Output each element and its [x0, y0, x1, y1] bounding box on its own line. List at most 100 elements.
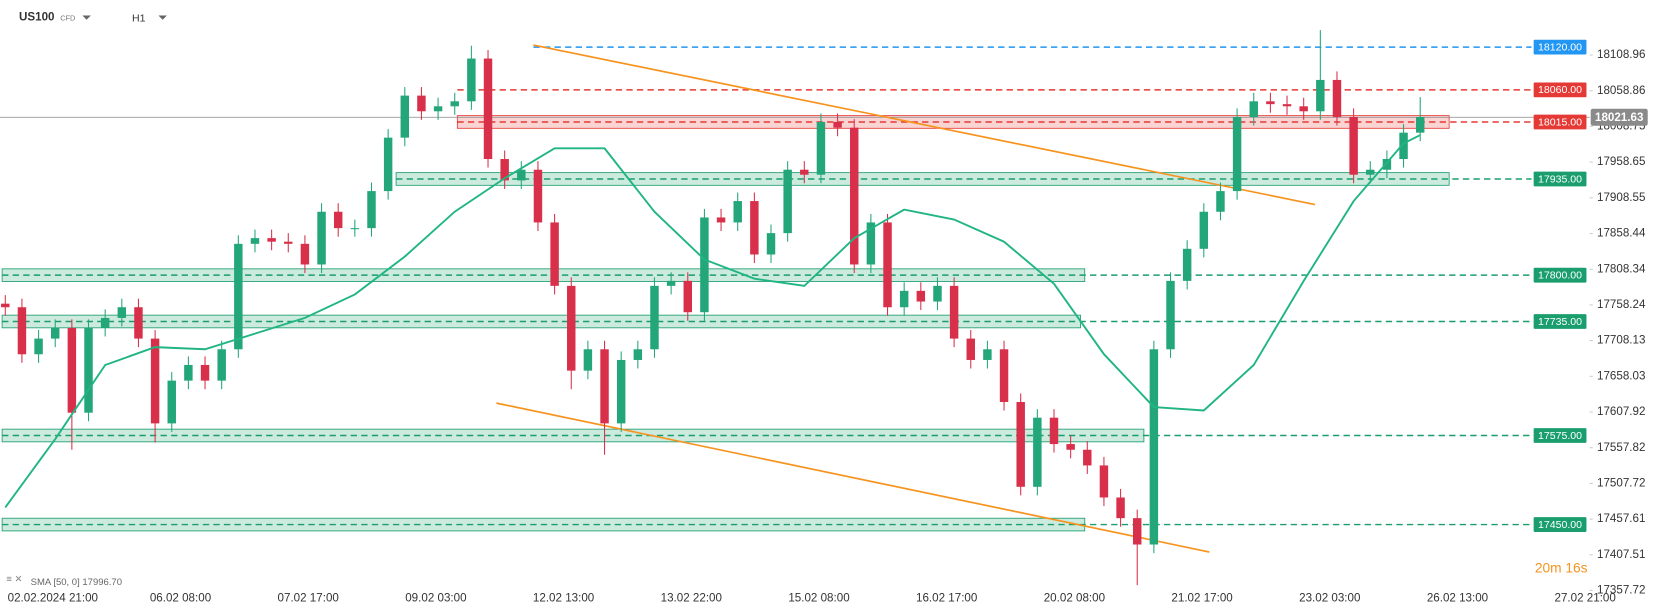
- candle-body: [616, 359, 626, 424]
- candle-body: [217, 349, 226, 381]
- candle-body: [400, 95, 410, 138]
- candle-body: [1099, 465, 1109, 498]
- level-price-label: 17800.00: [1538, 269, 1582, 281]
- candle-body: [866, 222, 876, 265]
- level-price-label: 18060.00: [1538, 84, 1582, 96]
- y-tick-label: 17708.13: [1597, 334, 1645, 347]
- candle-body: [167, 380, 176, 424]
- last-price-box: [1590, 108, 1648, 126]
- y-tick-label: 18058.86: [1597, 84, 1645, 97]
- candle-body: [1299, 106, 1308, 112]
- candle-body: [633, 349, 643, 360]
- x-tick-label: 26.02 13:00: [1427, 592, 1488, 605]
- x-tick-label: 12.02 13:00: [533, 592, 594, 605]
- candle-body: [666, 280, 676, 286]
- candle-body: [1049, 417, 1059, 445]
- candle-body: [1116, 497, 1125, 519]
- x-tick-label: 21.02 17:00: [1171, 592, 1232, 605]
- candle-body: [1132, 518, 1142, 545]
- y-tick-label: 17407.51: [1597, 548, 1645, 561]
- level-price-label: 17935.00: [1538, 173, 1582, 185]
- candle-body: [317, 211, 326, 265]
- level-price-box: [1533, 114, 1587, 130]
- candle-body: [1199, 211, 1209, 249]
- candle-body: [1033, 417, 1042, 487]
- x-tick-label: 07.02 17:00: [278, 592, 339, 605]
- y-tick-label: 17658.03: [1597, 369, 1645, 382]
- candle-body: [1016, 402, 1025, 487]
- candle-body: [1232, 116, 1242, 192]
- candle-body: [1415, 116, 1425, 133]
- candle-body: [100, 317, 110, 328]
- sma-line: [4, 134, 1421, 509]
- candle-body: [1216, 191, 1225, 212]
- candle-body: [267, 238, 276, 242]
- candle-body: [117, 307, 127, 318]
- timeframe[interactable]: H1: [132, 12, 146, 24]
- candles: [1, 30, 1425, 586]
- trend-line: [496, 402, 1210, 553]
- candle-body: [450, 101, 459, 107]
- candle-body: [567, 285, 576, 371]
- y-tick-label: 17357.72: [1597, 583, 1645, 596]
- candle-body: [1332, 79, 1342, 117]
- candle-body: [650, 285, 659, 350]
- timeframe-dropdown[interactable]: [158, 15, 167, 20]
- candle-body: [500, 159, 509, 181]
- candle-body: [1349, 116, 1358, 175]
- candle-body: [933, 285, 942, 302]
- symbol[interactable]: US100: [19, 11, 55, 24]
- candle-body: [783, 169, 792, 234]
- y-tick-label: 17808.34: [1597, 262, 1646, 275]
- candle-body: [1399, 132, 1408, 160]
- y-tick-label: 17908.55: [1597, 191, 1645, 204]
- candle-body: [1366, 169, 1375, 175]
- candle-body: [1083, 449, 1092, 466]
- candle-body: [983, 349, 992, 360]
- candle-body: [883, 222, 892, 308]
- candle-body: [417, 95, 426, 112]
- candle-body: [1282, 104, 1292, 107]
- candle-body: [250, 238, 260, 244]
- candle-body: [716, 217, 726, 223]
- candle-body: [134, 307, 143, 339]
- candle-body: [483, 58, 493, 160]
- zones: [0, 46, 1590, 532]
- level-price-label: 17575.00: [1538, 430, 1582, 442]
- candle-body: [550, 222, 559, 286]
- candle-body: [184, 364, 193, 381]
- countdown: 20m 16s: [1535, 561, 1588, 576]
- candle-body: [833, 121, 842, 128]
- x-tick-label: 02.02.2024 21:00: [8, 592, 98, 605]
- candle-body: [17, 307, 27, 355]
- level-price-label: 17450.00: [1538, 519, 1582, 531]
- candle-body: [383, 137, 393, 192]
- candle-body: [899, 290, 909, 308]
- x-tick-label: 23.02 03:00: [1299, 592, 1360, 605]
- candle-body: [800, 169, 809, 175]
- symbol-dropdown[interactable]: [82, 15, 91, 20]
- candle-body: [733, 201, 742, 223]
- indicator-icons[interactable]: ≡ ✕: [6, 574, 22, 585]
- candle-body: [966, 338, 975, 360]
- candle-body: [1, 303, 10, 308]
- level-price-box: [1533, 171, 1587, 187]
- candle-body: [1066, 444, 1075, 450]
- candle-body: [600, 349, 609, 424]
- level-price-box: [1533, 82, 1587, 98]
- level-price-label: 18120.00: [1538, 41, 1582, 53]
- candle-body: [284, 241, 293, 244]
- candle-body: [1316, 79, 1325, 112]
- x-tick-label: 06.02 08:00: [150, 592, 211, 605]
- candle-body: [50, 327, 60, 339]
- axis: 02.02.2024 21:00 06.02 08:00 07.02 17:00 09…: [8, 39, 1648, 605]
- candle-body: [750, 201, 759, 255]
- level-price-box: [1533, 267, 1587, 283]
- last-price-label: 18021.63: [1595, 111, 1644, 124]
- candle-body: [517, 169, 526, 181]
- x-tick-label: 13.02 22:00: [661, 592, 722, 605]
- candle-body: [999, 349, 1009, 403]
